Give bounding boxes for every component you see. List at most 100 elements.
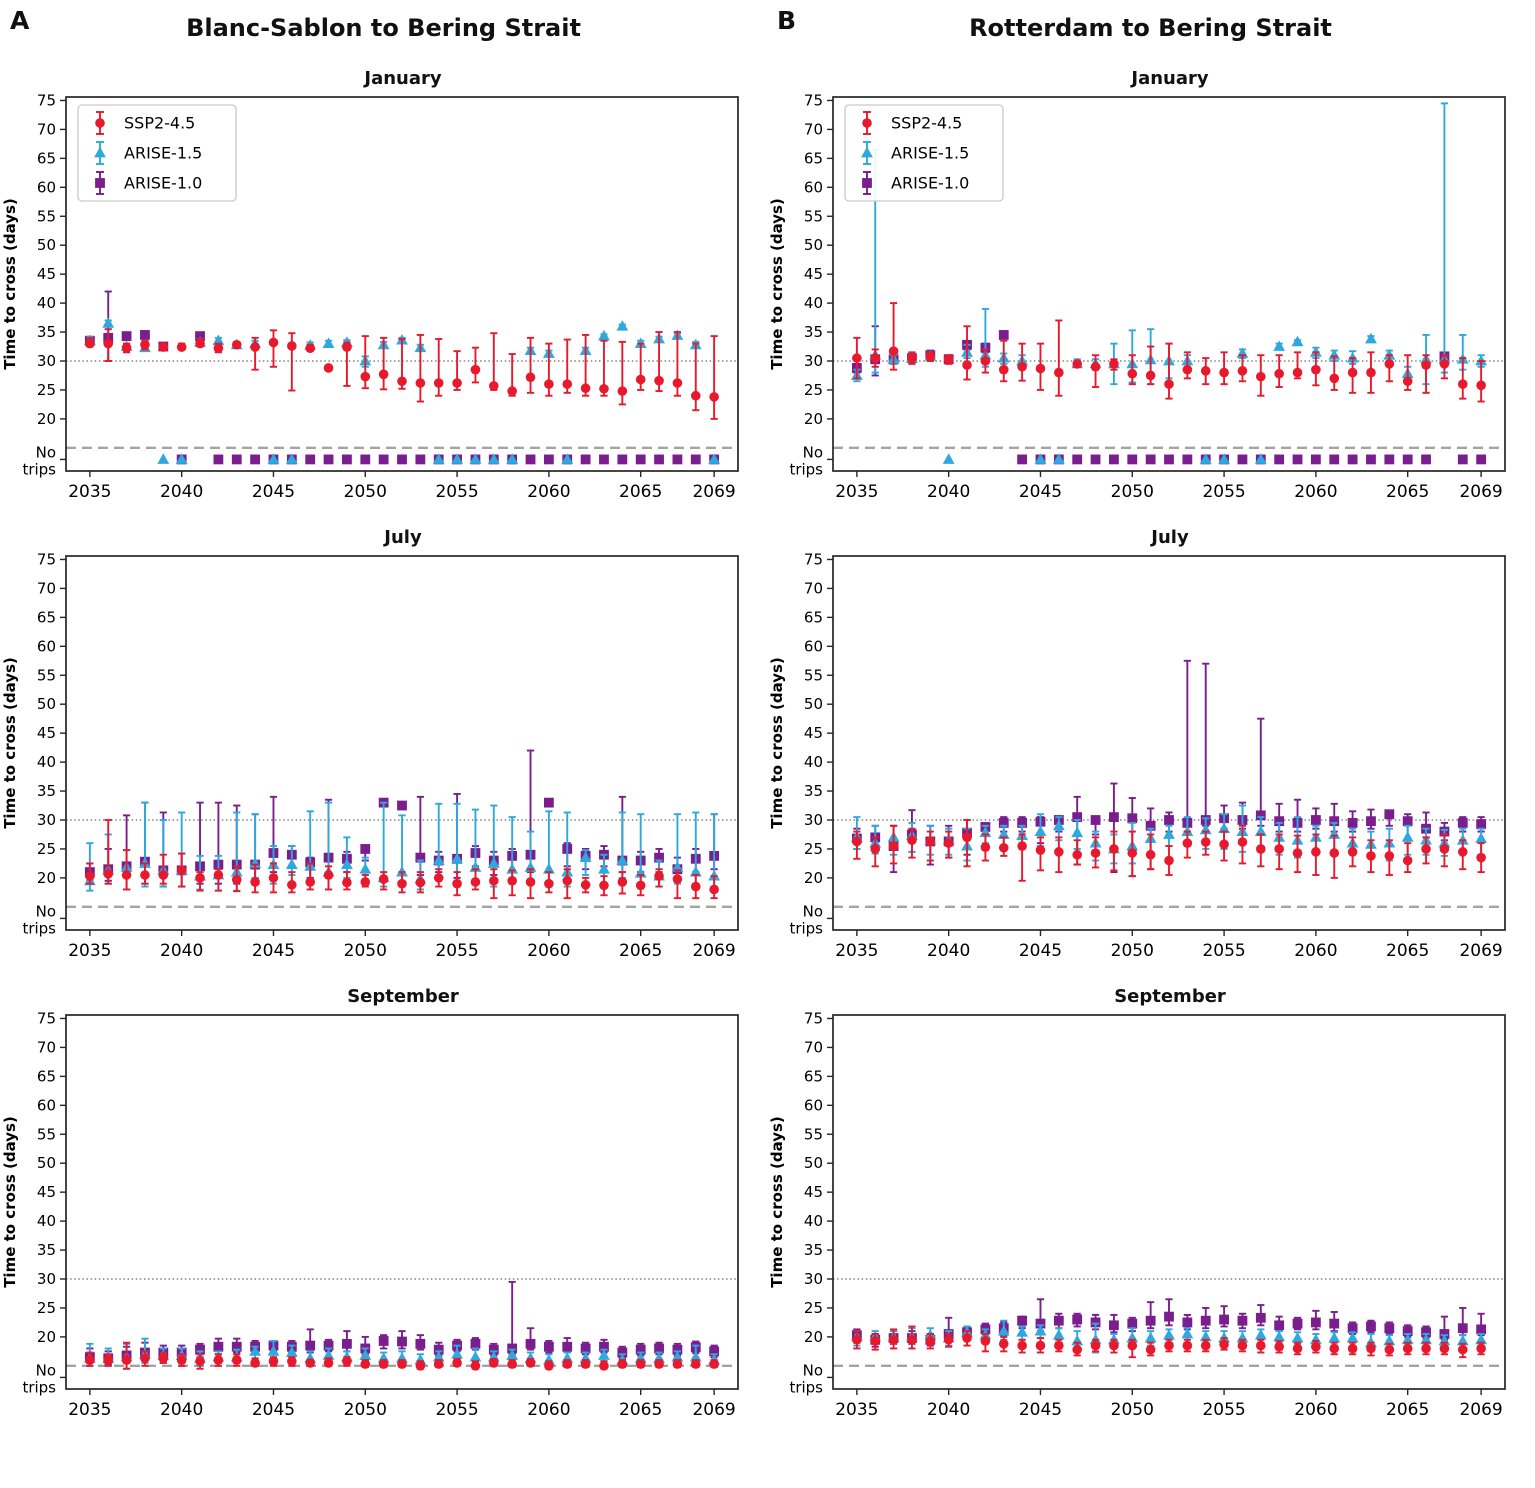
y-tick-label: 75 [37, 91, 56, 109]
data-point [305, 1340, 316, 1351]
data-point [598, 1349, 610, 1360]
data-point [542, 863, 555, 874]
y-tick-label: 55 [37, 207, 56, 225]
x-tick-label: 2065 [1386, 1400, 1429, 1420]
y-tick-label: 70 [37, 120, 56, 138]
data-point [1017, 1315, 1028, 1326]
data-point [1034, 1324, 1047, 1336]
x-tick-label: 2050 [344, 941, 387, 961]
data-point [635, 1344, 646, 1355]
x-tick-label: 2040 [160, 482, 203, 502]
panel-a-january: January 20 25 30 35 40 45 50 55 60 65 70 75 No trips 2… [0, 60, 767, 517]
y-tick-label: 35 [804, 1241, 823, 1259]
data-point [287, 1356, 297, 1367]
data-point [323, 870, 334, 880]
data-point [870, 353, 881, 363]
panel-title: January [1131, 68, 1209, 89]
data-point [322, 337, 335, 349]
x-tick-label: 2050 [344, 1400, 387, 1420]
data-point [907, 1334, 917, 1345]
y-tick-label: 70 [37, 579, 56, 597]
y-tick-label: 55 [804, 207, 823, 225]
x-tick-label: 2055 [1202, 941, 1245, 961]
data-point [1072, 454, 1083, 465]
data-point [544, 878, 554, 889]
data-point [617, 877, 628, 887]
data-point [1127, 454, 1138, 465]
chart-a-january: 20 25 30 35 40 45 50 55 60 65 70 75 No trips 2035 2040 2… [0, 89, 767, 517]
data-point [1182, 454, 1193, 465]
column-b-title: Rotterdam to Bering Strait [969, 14, 1332, 42]
data-point [85, 338, 95, 349]
y-tick-label: 65 [804, 608, 823, 626]
data-point [690, 881, 701, 892]
data-point [925, 351, 936, 362]
data-point [852, 353, 862, 363]
data-point [525, 372, 536, 383]
data-point [1329, 454, 1340, 465]
y-tick-label: 70 [804, 1038, 823, 1056]
data-point [1127, 1318, 1138, 1329]
data-point [543, 797, 554, 808]
no-trips-label: trips [22, 460, 56, 478]
data-point [1476, 1343, 1486, 1354]
data-point [470, 1338, 481, 1349]
y-tick-label: 35 [804, 782, 823, 800]
panel-title: July [1151, 527, 1189, 548]
data-point [562, 1359, 573, 1369]
data-point [562, 875, 573, 886]
legend-label: ARISE-1.0 [124, 174, 202, 193]
data-point [213, 1341, 224, 1352]
data-point [231, 1341, 242, 1352]
chart-a-july: 20 25 30 35 40 45 50 55 60 65 70 75 No trips 2035 2040 2… [0, 548, 767, 976]
data-point [231, 874, 242, 885]
data-point [1310, 1317, 1321, 1328]
x-tick-label: 2065 [619, 941, 662, 961]
data-point [1476, 852, 1486, 863]
data-point [342, 1356, 352, 1367]
data-point [1274, 368, 1284, 379]
data-point [1402, 1326, 1413, 1337]
data-point [195, 338, 205, 349]
x-tick-label: 2050 [1111, 1400, 1154, 1420]
y-tick-label: 45 [37, 1183, 56, 1201]
data-point [690, 454, 701, 465]
data-point [1237, 1315, 1248, 1326]
y-tick-label: 30 [37, 811, 56, 829]
data-point [580, 880, 591, 890]
data-point [888, 841, 899, 851]
x-tick-label: 2055 [1202, 482, 1245, 502]
data-point [121, 1355, 132, 1365]
data-point [1366, 1321, 1376, 1332]
panel-b-september: September 20 25 30 35 40 45 50 55 60 65 70 75 No trip… [767, 978, 1534, 1435]
y-tick-label: 50 [804, 1154, 823, 1172]
y-tick-label: 50 [37, 695, 56, 713]
y-tick-label: 60 [37, 637, 56, 655]
column-b-header: B Rotterdam to Bering Strait [767, 6, 1534, 58]
data-point [451, 453, 463, 464]
data-point [1291, 1331, 1304, 1343]
y-tick-label: 70 [804, 120, 823, 138]
error-bar [508, 1280, 516, 1356]
data-point [1366, 367, 1376, 378]
error-bar [618, 811, 626, 879]
y-tick-label: 25 [804, 840, 823, 858]
x-tick-label: 2035 [835, 941, 878, 961]
no-trips-label: trips [789, 460, 823, 478]
data-point [360, 454, 371, 465]
legend-label: ARISE-1.5 [124, 144, 202, 163]
data-point [1384, 359, 1395, 369]
data-point [617, 454, 628, 465]
data-point [231, 454, 242, 465]
data-point [1476, 454, 1487, 465]
data-point [690, 390, 701, 401]
data-point [1017, 361, 1027, 372]
data-point [285, 1346, 298, 1357]
error-bar [1440, 102, 1449, 374]
data-point [1347, 1323, 1358, 1334]
data-point [1254, 825, 1267, 836]
plot-frame [65, 1014, 739, 1390]
data-point [1199, 1330, 1212, 1342]
legend: SSP2-4.5 ARISE-1.5 ARISE-1.0 [844, 104, 1004, 202]
